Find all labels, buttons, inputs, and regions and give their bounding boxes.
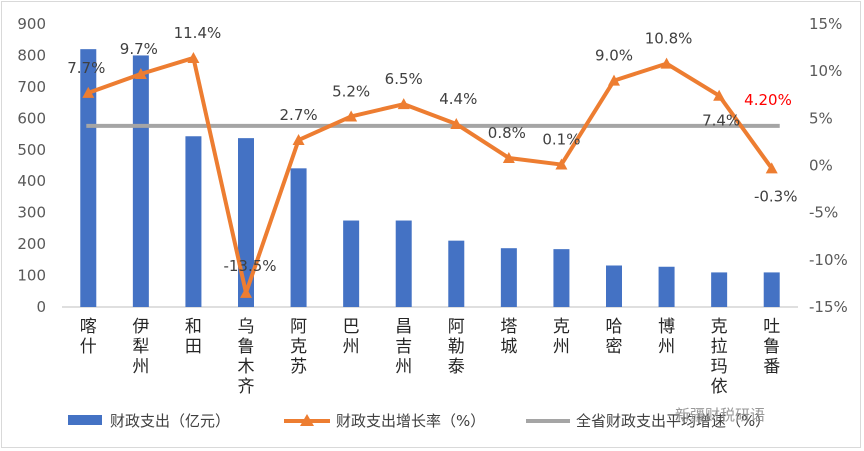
category-label: 克拉玛依 (711, 317, 728, 397)
bar (606, 265, 622, 307)
left-axis-tick-label: 800 (17, 46, 46, 64)
category-label: 喀什 (80, 317, 97, 357)
bar (343, 220, 360, 307)
legend-marker-growth (300, 414, 314, 426)
right-axis-tick-label: -10% (809, 251, 848, 269)
growth-marker (397, 98, 410, 110)
bar (658, 266, 675, 307)
category-label: 哈密 (606, 317, 623, 357)
growth-data-label: 2.7% (280, 106, 318, 124)
average-data-label: 4.20% (744, 91, 792, 109)
category-label: 塔城 (500, 317, 517, 357)
bar (290, 168, 307, 307)
growth-marker (502, 151, 515, 163)
category-label: 阿勒泰 (448, 317, 465, 377)
growth-marker (345, 110, 358, 122)
category-label: 伊犁州 (132, 317, 149, 377)
left-axis-tick-label: 700 (17, 78, 46, 96)
right-axis-tick-label: 5% (809, 109, 833, 127)
watermark-text: 新疆财税研语 (675, 406, 766, 424)
growth-data-label: -0.3% (754, 187, 798, 205)
growth-line-series: 7.7% 9.7% 11.4% -13.5% 2.7% 5.2% 6.5% 4.4% 0.8% 0… (67, 24, 797, 298)
growth-marker (713, 89, 726, 101)
left-axis-tick-label: 200 (17, 235, 46, 253)
category-label: 博州 (658, 317, 675, 357)
bar (500, 248, 517, 307)
category-label: 巴州 (343, 317, 360, 357)
legend-swatch-bar (68, 415, 102, 425)
right-axis-tick-label: 0% (809, 157, 833, 175)
growth-data-label: 6.5% (385, 70, 423, 88)
right-axis-tick-label: -15% (809, 298, 848, 316)
growth-marker (555, 158, 568, 170)
bar (80, 49, 97, 308)
category-label: 克州 (553, 317, 570, 357)
bar-series (80, 49, 780, 308)
left-axis-tick-label: 300 (17, 204, 46, 222)
category-label: 阿克苏 (290, 317, 307, 377)
growth-data-label: 10.8% (645, 30, 693, 48)
average-line: 4.20% (86, 91, 792, 128)
category-label: 和田 (185, 317, 202, 357)
growth-data-label: 9.7% (120, 40, 158, 58)
growth-data-label: 0.8% (488, 124, 526, 142)
growth-marker (134, 67, 147, 79)
legend-label-bar: 财政支出（亿元） (110, 412, 230, 430)
legend-label-average: 全省财政支出平均增速（%） (576, 412, 770, 430)
bar (763, 272, 780, 307)
growth-data-label: 9.0% (595, 47, 633, 65)
growth-data-label: 5.2% (332, 82, 370, 100)
growth-marker (82, 86, 95, 98)
growth-data-label: 7.4% (702, 112, 740, 130)
category-label: 昌吉州 (395, 317, 412, 377)
left-axis-ticks: 0 100 200 300 400 500 600 700 800 900 (17, 15, 46, 316)
left-axis-tick-label: 100 (17, 267, 46, 285)
bar (711, 272, 728, 307)
bar (185, 136, 202, 307)
right-axis-ticks: -15% -10% -5% 0% 5% 10% 15% (809, 15, 848, 316)
left-axis-tick-label: 600 (17, 109, 46, 127)
left-axis-tick-label: 400 (17, 172, 46, 190)
bar (395, 220, 412, 307)
category-label: 乌鲁木齐 (238, 317, 255, 397)
right-axis-tick-label: -5% (809, 204, 838, 222)
legend-label-growth: 财政支出增长率（%） (336, 412, 485, 430)
growth-data-label: -13.5% (223, 257, 276, 275)
bar (132, 55, 149, 307)
growth-marker (292, 134, 305, 146)
growth-data-label: 4.4% (439, 90, 477, 108)
growth-data-label: 7.7% (67, 59, 105, 77)
growth-marker (765, 162, 778, 174)
growth-marker (608, 74, 620, 86)
growth-line (87, 55, 774, 295)
growth-marker (660, 57, 673, 69)
left-axis-tick-label: 500 (17, 141, 46, 159)
right-axis-tick-label: 10% (809, 62, 842, 80)
bar (238, 138, 254, 307)
bar (448, 240, 465, 307)
growth-marker (450, 117, 463, 129)
right-axis-tick-label: 15% (809, 15, 842, 33)
growth-marker (187, 51, 200, 63)
left-axis-tick-label: 0 (36, 298, 46, 316)
left-axis-tick-label: 900 (17, 15, 46, 33)
growth-data-label: 0.1% (542, 131, 580, 149)
category-label: 吐鲁番 (763, 317, 780, 377)
legend: 财政支出（亿元） 财政支出增长率（%） 全省财政支出平均增速（%） (68, 412, 770, 430)
growth-data-label: 11.4% (174, 24, 222, 42)
growth-marker (240, 286, 252, 298)
bar (553, 249, 570, 307)
